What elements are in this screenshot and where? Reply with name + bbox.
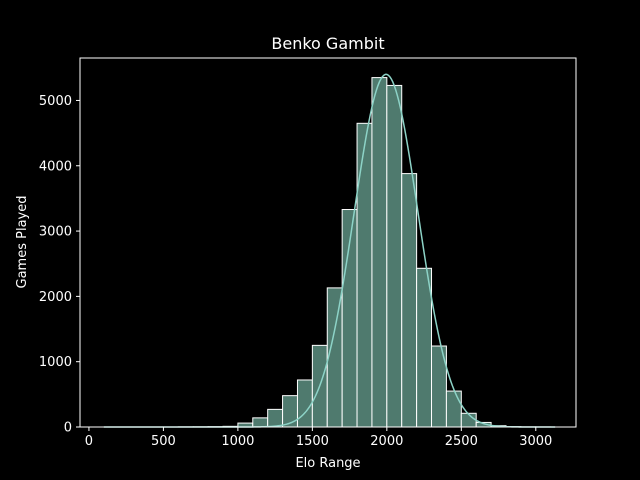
histogram-bar: [416, 267, 433, 428]
histogram-bar: [371, 77, 388, 428]
x-tick-label: 2500: [445, 434, 478, 449]
x-tick-label: 500: [151, 434, 176, 449]
x-axis-ticks: 0 500 1000 1500 2000 2500 3000: [85, 427, 552, 449]
y-tick-label: 4000: [39, 159, 72, 174]
x-tick-label: 3000: [519, 434, 552, 449]
x-tick-label: 2000: [370, 434, 403, 449]
axes-frame: [79, 57, 577, 428]
histogram-bar: [401, 173, 418, 428]
y-tick-label: 0: [64, 421, 72, 436]
y-tick-label: 3000: [39, 225, 72, 240]
histogram-bar: [445, 390, 462, 428]
histogram-bar: [296, 379, 313, 428]
y-axis-label: Games Played: [15, 196, 30, 289]
bars-group: [177, 77, 552, 428]
chart-title: Benko Gambit: [271, 34, 384, 53]
histogram-bar: [267, 408, 284, 428]
x-tick-label: 1500: [296, 434, 329, 449]
y-axis-ticks: 0 1000 2000 3000 4000 5000: [39, 94, 80, 436]
y-tick-label: 5000: [39, 94, 72, 109]
x-tick-label: 0: [85, 434, 93, 449]
histogram-bar: [326, 287, 343, 428]
y-tick-label: 2000: [39, 290, 72, 305]
histogram-bar: [252, 417, 269, 428]
histogram-bar: [386, 84, 403, 428]
y-tick-label: 1000: [39, 355, 72, 370]
x-tick-label: 1000: [221, 434, 254, 449]
x-axis-label: Elo Range: [295, 456, 360, 471]
histogram-bar: [356, 122, 373, 428]
